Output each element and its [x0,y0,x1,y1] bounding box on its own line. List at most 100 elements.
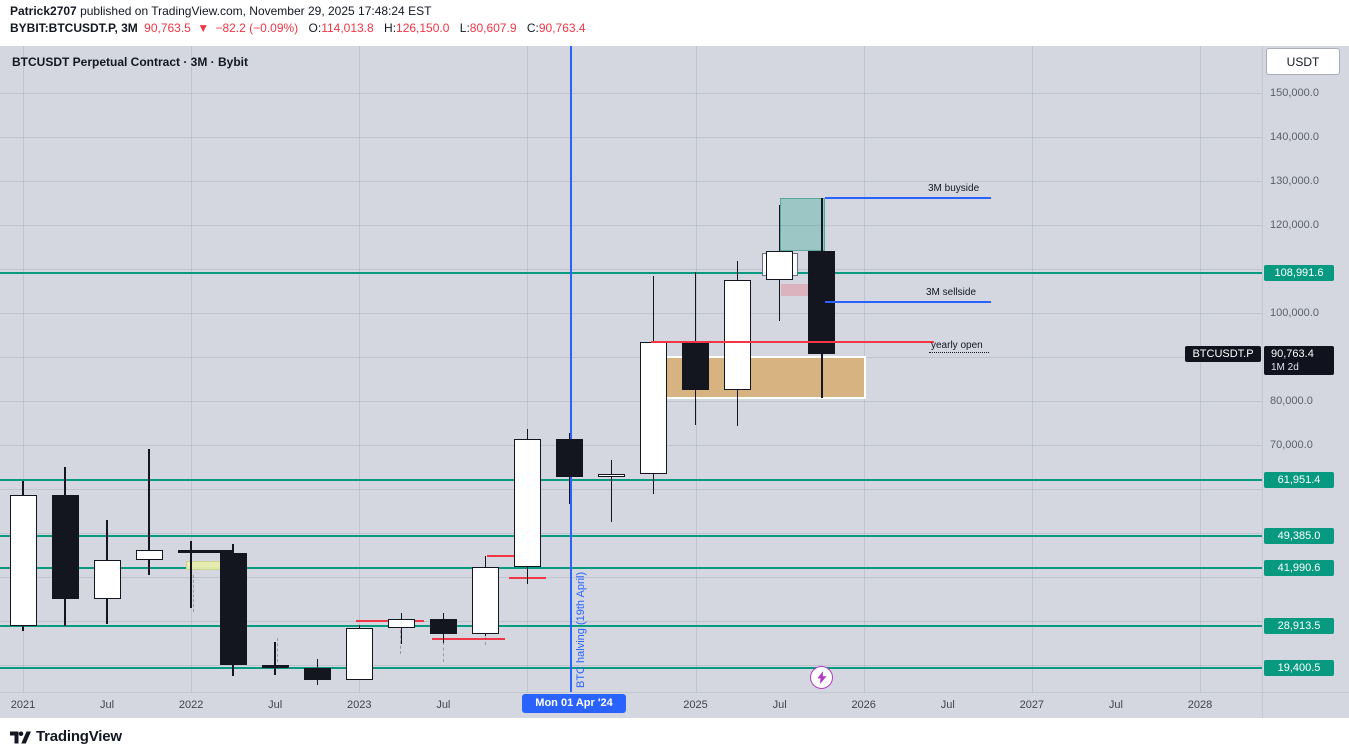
low-label: L: [459,21,470,35]
h-gridline [0,577,1262,578]
candle-body-up [93,560,121,599]
chart-legend: BTCUSDT Perpetual Contract · 3M · Bybit [12,55,249,69]
close-label: C: [526,21,539,35]
level-price-badge: 108,991.6 [1264,265,1334,282]
dashed-mark [443,641,444,663]
time-axis-label: Jul [1108,699,1123,711]
halving-line[interactable] [570,46,572,692]
candle-body-down [177,549,205,553]
price-axis[interactable] [1262,46,1349,718]
h-gridline [0,313,1262,314]
sellside-zone-box[interactable] [781,283,825,296]
dashed-mark [193,575,194,612]
h-gridline [0,665,1262,666]
h-gridline [0,357,1262,358]
buyside-zone-box[interactable] [780,197,825,252]
last-price-badge[interactable]: 90,763.4 1M 2d [1264,345,1334,375]
tradingview-logo-icon [10,731,31,743]
candle-body-down [219,552,247,666]
black-level-segment[interactable] [178,549,232,553]
candle-body-up [9,494,37,626]
h-gridline [0,137,1262,138]
candle-body-up [598,474,626,477]
time-axis-label: Jul [940,699,955,711]
yearly-open-pointer[interactable] [929,352,989,354]
h-gridline [0,181,1262,182]
open-label: O: [308,21,322,35]
candle-body-down [261,665,289,668]
price-change: −82.2 (−0.09%) [215,21,299,35]
time-axis-label: Jul [772,699,787,711]
candle-body-up [513,439,541,568]
time-axis-label: Jul [100,699,115,711]
time-axis-label: 2027 [1019,699,1045,711]
price-axis-label: 100,000.0 [1270,307,1319,319]
author-link[interactable]: Patrick2707 [10,4,77,18]
time-axis-label: 2026 [851,699,876,711]
level-price-badge: 19,400.5 [1264,659,1334,676]
h-gridline [0,621,1262,622]
brand-name: TradingView [36,728,122,745]
buyside-label: 3M buyside [928,182,980,194]
symbol-timeframe: BYBIT:BTCUSDT.P, 3M [10,21,138,35]
time-axis-label: 2025 [683,699,708,711]
red-segment-2[interactable] [432,637,505,640]
buyside-line[interactable] [825,196,991,199]
price-axis-label: 140,000.0 [1270,131,1319,143]
v-gridline [359,46,360,692]
price-axis-label: 80,000.0 [1270,395,1313,407]
price-axis-label: 70,000.0 [1270,439,1313,451]
h-gridline [0,401,1262,402]
level-line[interactable] [0,666,1262,669]
candle-body-up [345,627,373,681]
yearly-open-line[interactable] [651,340,934,343]
level-line[interactable] [0,624,1262,627]
candle-wick [274,642,276,676]
level-line[interactable] [0,567,1262,570]
level-price-badge: 61,951.4 [1264,472,1334,489]
level-line[interactable] [0,272,1262,275]
v-gridline [1200,46,1201,692]
close-value: 90,763.4 [538,21,586,35]
halving-label: BTC halving (19th April) [575,571,587,688]
price-axis-label: 120,000.0 [1270,219,1319,231]
time-axis-badge[interactable]: Mon 01 Apr '24 [522,694,626,713]
symbol-price-label: BTCUSDT.P [1185,345,1261,362]
sellside-line[interactable] [825,301,991,303]
h-gridline [0,269,1262,270]
candle-wick [148,449,150,575]
last-price-value: 90,763.4 [1271,347,1314,360]
price-axis-label: 130,000.0 [1270,175,1319,187]
red-segment-3[interactable] [487,554,531,557]
candle-wick [400,613,403,645]
candle-body-up [471,567,499,635]
time-axis-label: 2023 [347,699,372,711]
price-axis-label: 150,000.0 [1270,87,1319,99]
candle-body-up [387,619,415,628]
high-value: 126,150.0 [396,21,450,35]
v-gridline [1032,46,1033,692]
footer: TradingView [0,718,1349,755]
time-axis-label: 2022 [178,699,204,711]
candle-body-up [766,251,794,280]
h-gridline [0,445,1262,446]
candle-body-down [429,619,457,635]
level-price-badge: 41,990.6 [1264,560,1334,577]
candle-body-up [724,279,752,390]
candle-body-up [640,342,668,475]
candle-body-up [135,549,163,561]
candle-body-down [682,342,710,390]
level-line[interactable] [0,479,1262,482]
h-gridline [0,533,1262,534]
candle-wick [190,540,192,608]
publish-info-line: Patrick2707 published on TradingView.com… [10,4,593,18]
time-axis-label: Jul [436,699,451,711]
tradingview-logo-link[interactable]: TradingView [10,728,122,745]
time-axis[interactable] [0,692,1349,719]
high-label: H: [384,21,397,35]
flash-marker[interactable] [810,666,833,689]
level-line[interactable] [0,534,1262,537]
yearly-open-label: yearly open [931,340,983,352]
currency-usdt-button[interactable]: USDT [1266,48,1340,75]
direction-arrow-icon: ▼ [197,21,210,35]
